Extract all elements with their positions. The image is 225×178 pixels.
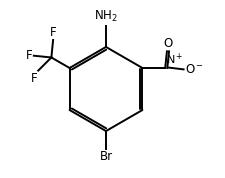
Text: N$^+$: N$^+$ [165, 52, 182, 67]
Text: F: F [26, 49, 32, 62]
Text: O: O [163, 37, 172, 50]
Text: F: F [50, 25, 56, 38]
Text: NH$_2$: NH$_2$ [94, 9, 117, 24]
Text: F: F [31, 72, 37, 85]
Text: Br: Br [99, 150, 112, 163]
Text: O$^-$: O$^-$ [184, 63, 203, 76]
